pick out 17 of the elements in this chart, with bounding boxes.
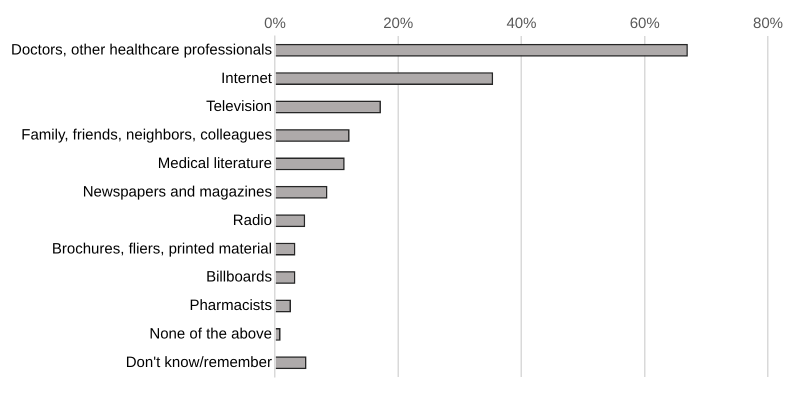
y-tick-label: Don't know/remember <box>126 354 272 371</box>
y-tick-label: Family, friends, neighbors, colleagues <box>21 126 272 144</box>
y-tick-label: Radio <box>232 212 272 229</box>
y-tick-label: Internet <box>221 70 273 87</box>
y-tick-label: Medical literature <box>158 155 272 172</box>
y-tick-label: Brochures, fliers, printed material <box>52 240 272 258</box>
x-tick-label: 20% <box>383 15 414 32</box>
y-tick-label: None of the above <box>149 326 272 343</box>
y-tick-label: Newspapers and magazines <box>82 183 272 200</box>
x-tick-label: 40% <box>506 15 536 32</box>
y-tick-label: Pharmacists <box>189 297 272 314</box>
x-tick-label: 0% <box>264 15 286 32</box>
y-tick-label: Doctors, other healthcare professionals <box>10 41 272 58</box>
x-tick-label: 60% <box>630 15 660 32</box>
y-tick-label: Television <box>206 98 272 116</box>
y-tick-label: Billboards <box>206 268 272 286</box>
x-tick-label: 80% <box>752 15 784 32</box>
